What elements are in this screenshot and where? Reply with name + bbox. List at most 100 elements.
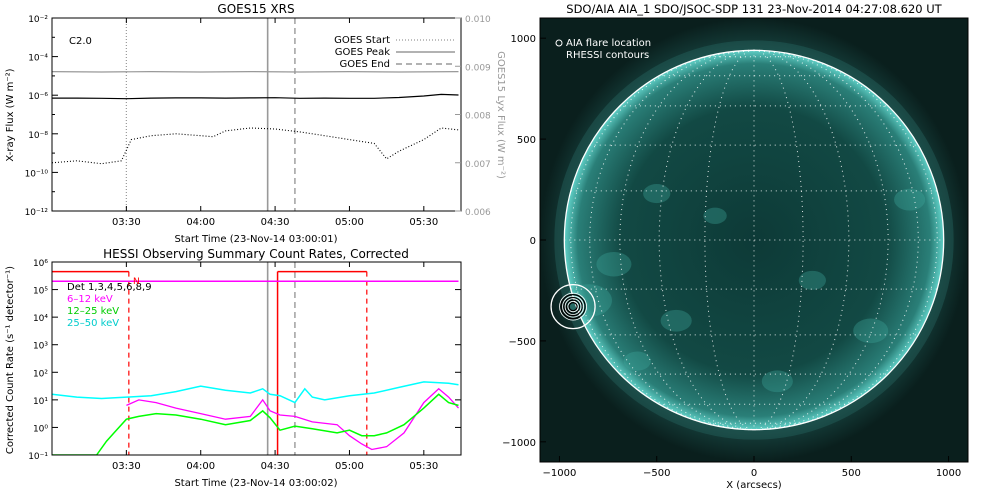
hessi-axes-frame (51, 261, 462, 456)
hessi-det-label: Det 1,3,4,5,6,8,9 (67, 282, 152, 293)
goes-y-right-tick-label: 0.007 (465, 160, 491, 170)
goes-y-label-right: GOES15 Lyx Flux (W m⁻²) (495, 51, 506, 179)
goes-legend: GOES Start GOES Peak GOES End (334, 35, 455, 70)
goes-x-tick-label: 04:00 (186, 217, 215, 228)
goes-series-long (52, 93, 459, 100)
hessi-legend-6-12: 6–12 keV (67, 294, 113, 305)
rhessi-contour (568, 302, 578, 312)
longitude-line (753, 49, 850, 431)
goes-y-right-tick-label: 0.009 (465, 63, 491, 73)
hessi-x-tick-label: 03:30 (112, 461, 141, 472)
goes-x-tick-label: 05:30 (409, 217, 438, 228)
goes-y-tick-label: 10⁻⁴ (28, 54, 48, 64)
goes-y-tick-label: 10⁻² (28, 15, 48, 25)
rhessi-contour-outline (559, 292, 587, 321)
sun-disk (554, 40, 954, 440)
goes-legend-peak: GOES Peak (335, 47, 390, 58)
goes-y-label: X-ray Flux (W m⁻²) (5, 68, 16, 161)
aia-y-tick-label: 500 (517, 135, 536, 146)
rhessi-contour (565, 299, 581, 314)
active-region (853, 318, 889, 344)
rhessi-contour (560, 294, 586, 320)
hessi-series-25-50 keV (52, 381, 459, 404)
goes-x-tick-label: 03:30 (112, 217, 141, 228)
hessi-y-tick-label: 10⁴ (33, 314, 48, 324)
aia-x-axis: −1000 −500 0 500 1000 (543, 456, 961, 479)
goes-axes-frame (51, 17, 462, 212)
aia-panel: SDO/AIA AIA_1 SDO/JSOC-SDP 131 23-Nov-20… (502, 2, 969, 491)
hessi-y-tick-label: 10³ (33, 342, 48, 352)
goes-series-short (52, 127, 459, 165)
hessi-series-12-25 keV (52, 393, 459, 455)
flare-contours (550, 283, 596, 330)
goes-y-right-tick-label: 0.006 (465, 208, 491, 218)
hessi-plot-area (52, 262, 459, 455)
goes-y-axis: 10⁻¹² 10⁻¹⁰ 10⁻⁸ 10⁻⁶ 10⁻⁴ 10⁻² (25, 15, 58, 218)
goes-x-tick-label: 05:00 (335, 217, 364, 228)
goes-x-label: Start Time (23-Nov-14 03:00:01) (174, 234, 337, 245)
goes-flare-class: C2.0 (69, 36, 92, 47)
goes-y-tick-label: 10⁻⁸ (28, 131, 48, 141)
aia-x-tick-label: −1000 (543, 468, 577, 479)
aia-x-tick-label: 0 (751, 468, 757, 479)
hessi-y-tick-label: 10¹ (33, 397, 48, 407)
aia-title: SDO/AIA AIA_1 SDO/JSOC-SDP 131 23-Nov-20… (566, 2, 942, 16)
active-region (660, 309, 692, 332)
hessi-x-tick-label: 05:00 (335, 461, 364, 472)
active-region (596, 251, 632, 277)
hessi-y-label: Corrected Count Rate (s⁻¹ detector⁻¹) (5, 266, 16, 454)
heliographic-grid (564, 49, 944, 431)
hessi-y-tick-label: 10⁵ (33, 287, 48, 297)
hessi-legend: Det 1,3,4,5,6,8,9 6–12 keV 12–25 keV 25–… (67, 282, 152, 329)
hessi-x-tick-label: 05:30 (409, 461, 438, 472)
goes-y-axis-right: 0.006 0.007 0.008 0.009 0.010 (455, 15, 491, 218)
goes-y-right-tick-label: 0.008 (465, 112, 491, 122)
hessi-x-tick-label: 04:30 (261, 461, 290, 472)
aia-legend: AIA flare location RHESSI contours (555, 38, 651, 61)
aia-x-tick-label: 1000 (936, 468, 961, 479)
hessi-x-tick-label: 04:00 (186, 461, 215, 472)
hessi-legend-25-50: 25–50 keV (67, 318, 119, 329)
goes-legend-start: GOES Start (334, 35, 390, 46)
active-region (894, 188, 926, 211)
hessi-y-tick-label: 10⁶ (33, 259, 48, 269)
longitude-line (589, 49, 755, 431)
active-region (623, 351, 651, 371)
hessi-y-tick-label: 10⁻¹ (28, 452, 48, 462)
goes-y-right-tick-label: 0.010 (465, 15, 491, 25)
aia-y-tick-label: 0 (530, 236, 536, 247)
rhessi-contour (563, 297, 583, 317)
aia-y-tick-label: 1000 (511, 34, 536, 45)
hessi-legend-12-25: 12–25 keV (67, 306, 119, 317)
rhessi-contour-outline (562, 295, 584, 318)
longitude-line (753, 49, 804, 431)
longitude-line (753, 49, 919, 431)
aia-x-tick-label: −500 (643, 468, 670, 479)
goes-y-tick-label: 10⁻⁶ (28, 92, 48, 102)
hessi-x-label: Start Time (23-Nov-14 03:00:02) (174, 478, 337, 489)
goes-y-tick-label: 10⁻¹⁰ (25, 169, 49, 179)
longitude-line (704, 49, 755, 431)
goes-panel: GOES15 XRS 03:30 04:00 04:30 05:00 05:30 10⁻… (5, 2, 506, 245)
hessi-x-axis: 03:30 04:00 04:30 05:00 05:30 (112, 262, 438, 472)
flare-location-circle (550, 283, 596, 330)
hessi-panel: HESSI Observing Summary Count Rates, Cor… (5, 247, 462, 489)
rhessi-contour-outline (567, 300, 579, 313)
aia-x-tick-label: 500 (842, 468, 861, 479)
aia-legend-rhessi: RHESSI contours (566, 50, 649, 61)
active-region (643, 184, 671, 204)
sun-body (564, 50, 944, 430)
aia-y-axis: −1000 −500 0 500 1000 (502, 34, 546, 449)
aia-legend-circle-icon (555, 39, 563, 47)
hessi-title: HESSI Observing Summary Count Rates, Cor… (103, 247, 409, 261)
goes-y-tick-label: 10⁻¹² (25, 208, 49, 218)
aia-legend-flare: AIA flare location (566, 38, 651, 49)
aia-y-tick-label: −1000 (502, 438, 536, 449)
active-region (703, 207, 727, 224)
aia-x-label: X (arcsecs) (726, 480, 782, 491)
goes-legend-end: GOES End (340, 59, 390, 70)
rhessi-contour-outline (564, 298, 582, 316)
goes-plot-area (52, 18, 459, 211)
hessi-y-tick-label: 10² (33, 369, 48, 379)
